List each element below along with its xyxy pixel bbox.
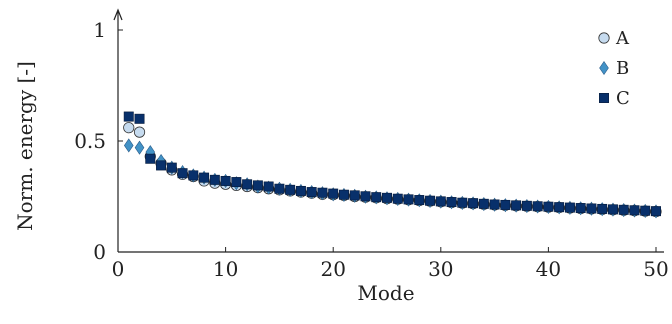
data-point-C bbox=[242, 179, 253, 190]
plot-area bbox=[123, 111, 662, 219]
data-point-C bbox=[252, 180, 263, 191]
data-point-C bbox=[500, 199, 511, 210]
data-point-C bbox=[220, 175, 231, 186]
data-point-C bbox=[166, 162, 177, 173]
data-point-C bbox=[468, 198, 479, 209]
data-point-C bbox=[231, 177, 242, 188]
series-C bbox=[123, 111, 661, 217]
data-point-C bbox=[263, 181, 274, 192]
data-point-C bbox=[360, 191, 371, 202]
data-point-C bbox=[328, 188, 339, 199]
data-point-C bbox=[597, 203, 608, 214]
x-tick-label: 40 bbox=[536, 257, 561, 281]
data-point-C bbox=[489, 199, 500, 210]
legend-label-C: C bbox=[616, 88, 630, 109]
data-point-C bbox=[607, 204, 618, 215]
data-point-C bbox=[586, 203, 597, 214]
data-point-C bbox=[382, 192, 392, 203]
y-tick-label: 1 bbox=[93, 18, 106, 42]
data-point-C bbox=[403, 194, 414, 205]
data-point-C bbox=[123, 111, 134, 122]
data-point-C bbox=[435, 196, 446, 207]
data-point-C bbox=[317, 187, 328, 198]
data-point-C bbox=[134, 113, 145, 124]
data-point-C bbox=[209, 174, 220, 185]
data-point-B bbox=[134, 140, 145, 155]
data-point-C bbox=[338, 189, 349, 200]
x-axis-title: Mode bbox=[357, 281, 414, 305]
data-point-C bbox=[188, 170, 199, 181]
data-point-C bbox=[145, 153, 156, 164]
data-point-C bbox=[651, 206, 661, 217]
y-tick-label: 0.5 bbox=[74, 129, 106, 153]
x-tick-label: 0 bbox=[112, 257, 125, 281]
data-point-C bbox=[392, 193, 403, 204]
tick-labels: 0 10 20 30 40 50 0 0.5 1 bbox=[74, 18, 669, 281]
data-point-C bbox=[457, 197, 468, 208]
data-point-C bbox=[177, 168, 188, 179]
data-point-C bbox=[425, 195, 436, 206]
data-point-C bbox=[156, 160, 167, 171]
data-point-C bbox=[274, 183, 285, 194]
data-point-A bbox=[133, 126, 146, 138]
data-point-C bbox=[199, 172, 210, 183]
x-tick-label: 10 bbox=[213, 257, 238, 281]
data-point-A bbox=[123, 122, 135, 134]
y-axis-title: Norm. energy [-] bbox=[13, 61, 37, 231]
data-point-C bbox=[575, 203, 586, 214]
data-point-C bbox=[478, 198, 489, 209]
data-point-C bbox=[446, 197, 457, 208]
data-point-C bbox=[349, 190, 360, 201]
data-point-C bbox=[532, 201, 543, 212]
legend-label-B: B bbox=[616, 58, 629, 79]
data-point-C bbox=[543, 201, 554, 212]
data-point-C bbox=[554, 202, 565, 213]
data-point-C bbox=[295, 185, 306, 196]
data-point-C bbox=[521, 200, 532, 211]
legend-label-A: A bbox=[615, 28, 630, 49]
axes bbox=[113, 8, 664, 253]
x-tick-label: 20 bbox=[320, 257, 345, 281]
x-tick-label: 30 bbox=[428, 257, 453, 281]
data-point-C bbox=[564, 202, 575, 213]
data-point-C bbox=[306, 187, 317, 198]
data-point-C bbox=[618, 204, 629, 215]
legend-marker-A bbox=[598, 32, 610, 44]
data-point-C bbox=[511, 200, 522, 211]
x-tick-label: 50 bbox=[643, 257, 668, 281]
legend: ABC bbox=[598, 28, 630, 109]
data-point-C bbox=[629, 205, 640, 216]
y-tick-label: 0 bbox=[93, 240, 106, 264]
data-point-C bbox=[285, 184, 296, 195]
y-axis-arrow bbox=[113, 8, 123, 21]
data-point-B bbox=[123, 138, 134, 153]
legend-marker-C bbox=[599, 93, 609, 103]
legend-marker-B bbox=[599, 60, 609, 76]
data-point-C bbox=[414, 195, 425, 206]
data-point-C bbox=[371, 192, 382, 203]
data-point-C bbox=[640, 205, 651, 216]
